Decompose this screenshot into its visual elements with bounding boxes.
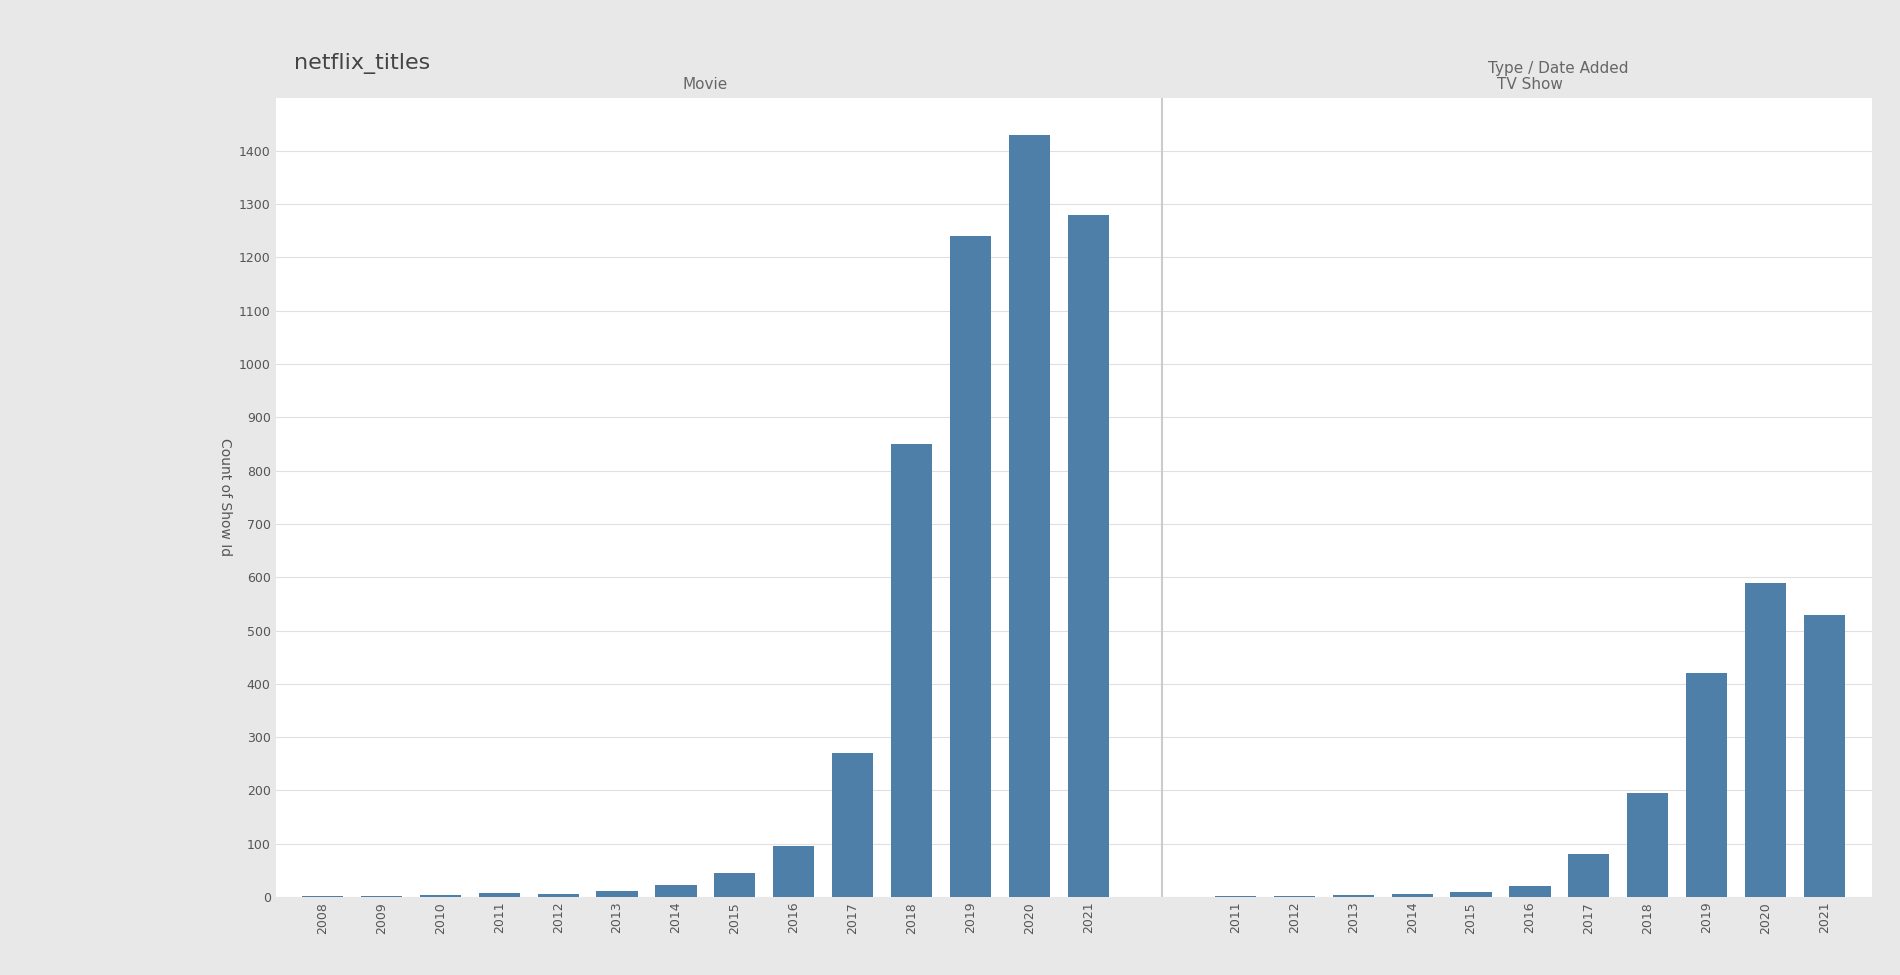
Text: Type / Date Added: Type / Date Added [1488, 60, 1628, 76]
Bar [1685, 673, 1727, 897]
Text: TV Show: TV Show [1497, 77, 1564, 93]
Bar [1509, 886, 1550, 897]
Bar [1744, 582, 1786, 897]
Bar [773, 846, 815, 897]
Bar [1626, 793, 1668, 897]
Bar [1214, 896, 1256, 897]
Bar [891, 444, 933, 897]
Bar [597, 890, 638, 897]
Bar [538, 894, 580, 897]
Bar [714, 873, 756, 897]
Bar [950, 236, 992, 897]
Bar [420, 895, 462, 897]
Bar [1068, 214, 1110, 897]
Bar [361, 896, 403, 897]
Bar [1332, 895, 1374, 897]
Bar [479, 893, 521, 897]
Text: Movie: Movie [682, 77, 728, 93]
Bar [1273, 896, 1315, 897]
Bar [1009, 135, 1051, 897]
Text: netflix_titles: netflix_titles [294, 53, 431, 74]
Bar [1803, 614, 1845, 897]
Bar [1391, 894, 1433, 897]
Y-axis label: Count of Show Id: Count of Show Id [218, 438, 232, 557]
Bar [656, 885, 697, 897]
Bar [1450, 892, 1492, 897]
Bar [302, 896, 344, 897]
Bar [832, 753, 874, 897]
Bar [1568, 854, 1609, 897]
